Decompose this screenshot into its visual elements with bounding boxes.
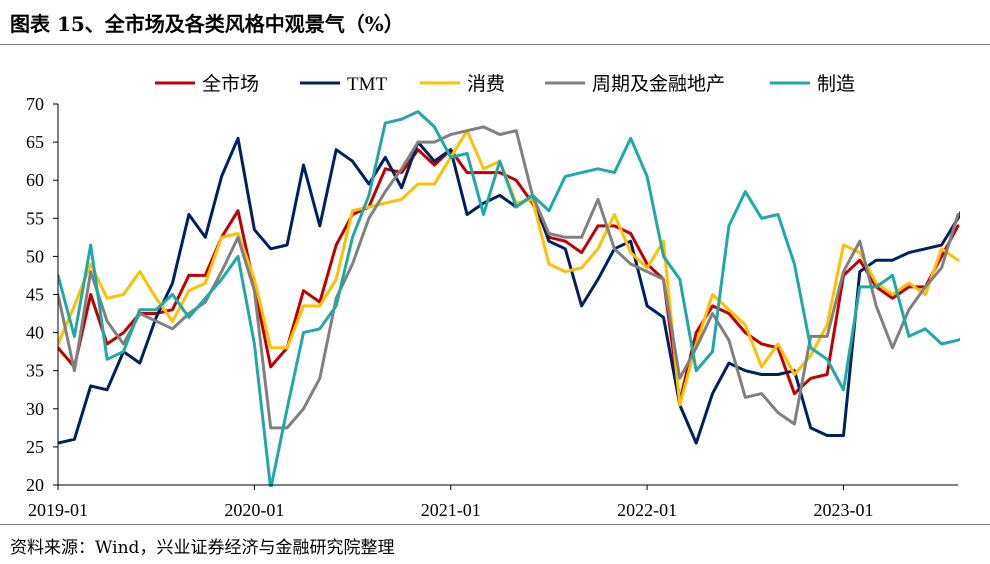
x-tick-label: 2022-01 bbox=[617, 500, 677, 520]
line-chart: 全市场 TMT 消费 周期及金融地产 制造 20 25 30 35 40 45 50 55 60 65 70… bbox=[26, 73, 960, 520]
source-note: 资料来源：Wind，兴业证券经济与金融研究院整理 bbox=[10, 538, 395, 558]
y-tick-label: 40 bbox=[26, 323, 44, 343]
chart-legend: 全市场 TMT 消费 周期及金融地产 制造 bbox=[155, 73, 855, 95]
title-divider bbox=[0, 44, 990, 45]
series-line-1 bbox=[58, 136, 960, 445]
x-tick-label: 2021-01 bbox=[421, 500, 481, 520]
legend-label-1: TMT bbox=[347, 74, 388, 95]
x-tick-label: 2023-01 bbox=[813, 500, 873, 520]
chart-title: 图表 15、全市场及各类风格中观景气（%） bbox=[10, 12, 404, 36]
legend-label-4: 制造 bbox=[817, 73, 855, 95]
y-tick-label: 50 bbox=[26, 246, 44, 266]
y-tick-label: 30 bbox=[26, 399, 44, 419]
series-line-4 bbox=[58, 110, 960, 487]
legend-label-3: 周期及金融地产 bbox=[592, 73, 725, 95]
y-tick-label: 35 bbox=[26, 361, 44, 381]
y-tick-label: 20 bbox=[26, 475, 44, 495]
y-tick-label: 25 bbox=[26, 437, 44, 457]
plot-area bbox=[58, 110, 960, 487]
source-divider bbox=[0, 524, 990, 525]
series-line-0 bbox=[58, 148, 960, 403]
y-tick-label: 70 bbox=[26, 94, 44, 114]
y-tick-label: 65 bbox=[26, 132, 44, 152]
chart-axes: 20 25 30 35 40 45 50 55 60 65 70 2019-01 2020-01 2021… bbox=[26, 94, 958, 520]
x-tick-label: 2019-01 bbox=[28, 500, 88, 520]
legend-label-2: 消费 bbox=[467, 73, 505, 95]
y-tick-label: 45 bbox=[26, 285, 44, 305]
y-tick-label: 60 bbox=[26, 170, 44, 190]
series-line-3 bbox=[58, 125, 960, 430]
y-tick-label: 55 bbox=[26, 208, 44, 228]
legend-label-0: 全市场 bbox=[202, 73, 259, 95]
series-line-2 bbox=[58, 129, 960, 407]
x-tick-label: 2020-01 bbox=[224, 500, 284, 520]
